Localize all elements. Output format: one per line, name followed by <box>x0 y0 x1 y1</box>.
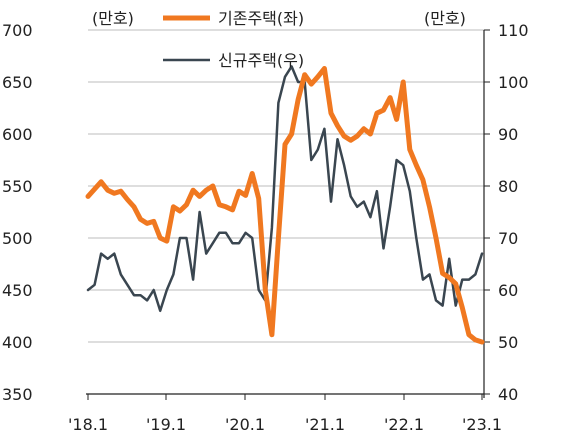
series-line-new-homes <box>86 65 484 313</box>
x-tick-labels: '18.1 '19.1 '20.1 '21.1 '22.1 '23.1 <box>68 394 502 434</box>
series-lines <box>85 65 485 345</box>
y-right-tick-labels: 40 50 60 70 80 90 100 110 <box>484 21 529 404</box>
y-left-tick-label: 600 <box>2 125 33 144</box>
y-left-tick-label: 400 <box>2 333 33 352</box>
legend-label-new: 신규주택(우) <box>218 51 304 70</box>
y-right-tick-label: 110 <box>498 21 529 40</box>
x-tick-label: '19.1 <box>146 415 186 434</box>
right-unit-label: (만호) <box>424 9 466 28</box>
y-right-tick-label: 40 <box>498 385 518 404</box>
y-right-tick-label: 80 <box>498 177 518 196</box>
y-right-tick-label: 60 <box>498 281 518 300</box>
y-left-tick-labels: 350 400 450 500 550 600 650 700 <box>2 21 33 404</box>
legend-label-existing: 기존주택(좌) <box>218 9 304 28</box>
x-tick-label: '18.1 <box>68 415 108 434</box>
y-right-tick-label: 100 <box>498 73 529 92</box>
y-left-tick-label: 650 <box>2 73 33 92</box>
x-tick-label: '22.1 <box>384 415 424 434</box>
x-tick-label: '23.1 <box>462 415 502 434</box>
x-tick-label: '20.1 <box>225 415 265 434</box>
y-right-tick-label: 70 <box>498 229 518 248</box>
y-left-tick-label: 550 <box>2 177 33 196</box>
series-line-existing-homes <box>85 66 485 345</box>
y-left-tick-label: 500 <box>2 229 33 248</box>
y-left-tick-label: 350 <box>2 385 33 404</box>
y-left-tick-label: 450 <box>2 281 33 300</box>
y-left-tick-label: 700 <box>2 21 33 40</box>
y-right-tick-label: 90 <box>498 125 518 144</box>
x-tick-label: '21.1 <box>305 415 345 434</box>
y-right-tick-label: 50 <box>498 333 518 352</box>
left-unit-label: (만호) <box>92 9 134 28</box>
